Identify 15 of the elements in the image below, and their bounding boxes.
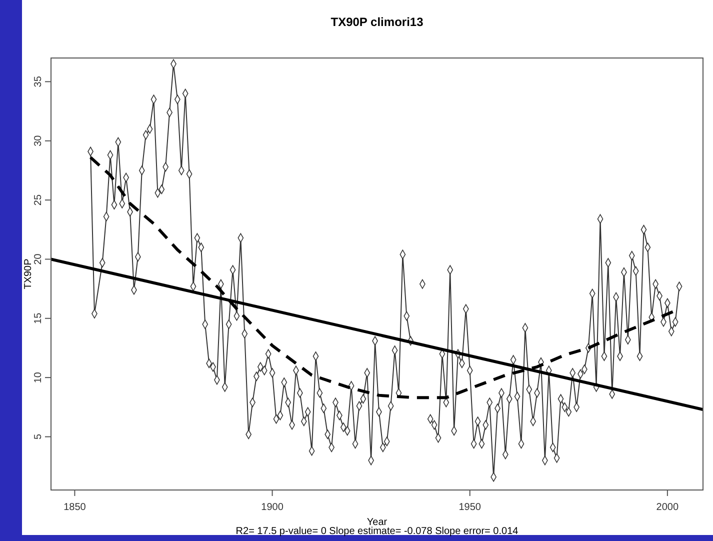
y-axis-title: TX90P [23,258,34,290]
x-axis-title: Year [366,517,388,528]
chart-title: TX90P climori13 [330,15,424,29]
y-tick-label: 20 [33,253,44,265]
y-tick-label: 25 [33,194,44,206]
y-tick-label: 30 [33,134,44,146]
y-tick-label: 15 [33,312,44,324]
y-tick-label: 35 [33,76,44,88]
x-tick-label: 2000 [656,502,679,513]
y-tick-label: 10 [33,372,44,384]
text: R2= 17.5 p-value= 0 Slope estimate= -0.078 Slope error= 0.014 [236,526,519,537]
x-tick-label: 1950 [458,502,482,513]
y-tick-label: 5 [33,434,44,440]
x-tick-label: 1900 [261,502,284,513]
x-tick-label: 1850 [64,502,86,513]
